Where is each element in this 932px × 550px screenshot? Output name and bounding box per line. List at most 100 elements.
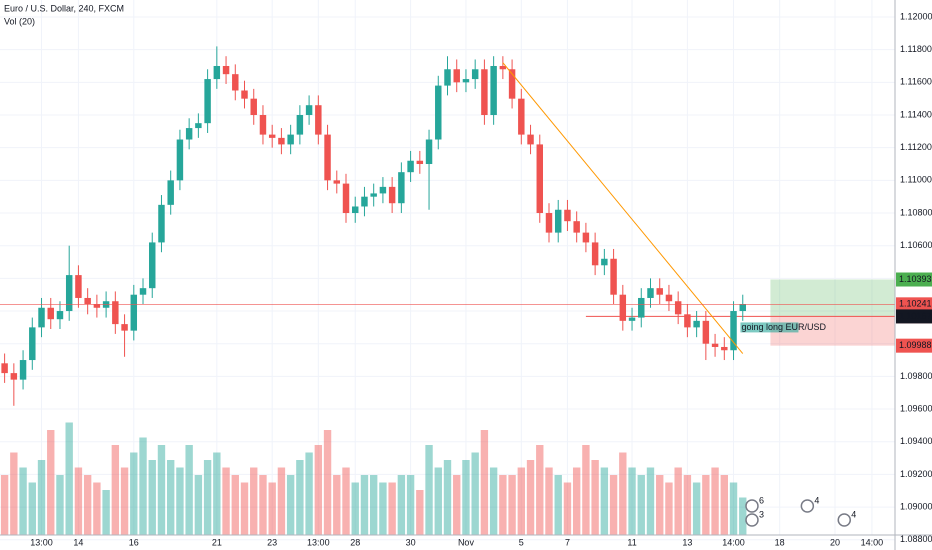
candle-body: [259, 115, 267, 135]
candle-body: [204, 79, 211, 124]
target-price-label-bg: [896, 272, 932, 287]
volume-bar: [314, 445, 323, 535]
volume-bar: [628, 467, 636, 535]
candle-body: [628, 317, 636, 321]
volume-bar: [720, 475, 728, 535]
trendline: [502, 62, 744, 354]
y-tick-label: 1.10600: [900, 240, 932, 250]
candle-body: [176, 139, 184, 181]
last-price-label-bg: [896, 297, 932, 312]
candle-body: [19, 360, 27, 380]
volume-bar: [296, 460, 304, 535]
candle-body: [647, 288, 654, 298]
x-tick-label: 16: [129, 537, 139, 547]
volume-bar: [240, 482, 249, 535]
candle-body: [591, 242, 599, 266]
volume-bar: [425, 445, 433, 535]
volume-bar: [600, 467, 609, 535]
x-tick-label: 13:00: [30, 537, 53, 547]
volume-bar: [508, 475, 516, 535]
x-tick-label: 13: [682, 537, 692, 547]
candle-body: [278, 137, 285, 145]
y-tick-label: 1.09200: [900, 469, 932, 479]
candle-body: [268, 134, 276, 138]
x-tick-label: 14: [73, 537, 83, 547]
volume-bar: [665, 482, 673, 535]
candle-body: [481, 69, 488, 116]
volume-bar: [167, 460, 175, 535]
x-tick-label: 14:00: [861, 537, 884, 547]
candle-body: [352, 206, 359, 214]
position-label-bg: [740, 322, 799, 333]
candle-body: [250, 98, 257, 116]
candle-body: [444, 69, 451, 86]
candle-body: [601, 258, 608, 266]
y-tick-label: 1.09000: [900, 501, 932, 511]
volume-bar: [480, 430, 489, 535]
volume-bar: [10, 452, 18, 535]
volume-bar: [148, 460, 156, 535]
candle-body: [315, 105, 322, 135]
candle-body: [75, 275, 82, 298]
volume-bar: [74, 467, 83, 535]
candle-body: [121, 324, 128, 331]
volume-bar: [37, 460, 46, 535]
volume-bar: [526, 460, 535, 535]
volume-bar: [93, 482, 101, 535]
volume-bar: [499, 475, 507, 535]
volume-bar: [342, 467, 350, 535]
volume-bar: [563, 482, 572, 535]
volume-bar: [536, 445, 544, 535]
volume-bar: [102, 490, 110, 535]
candle-body: [296, 115, 304, 135]
volume-bar: [65, 422, 73, 535]
volume-bar: [739, 497, 747, 535]
y-tick-label: 1.11000: [900, 175, 932, 185]
candle-body: [56, 311, 64, 320]
x-tick-label: 20: [830, 537, 840, 547]
stop-price-label: 1.09988: [899, 340, 932, 350]
candle-body: [379, 186, 387, 194]
candle-body: [407, 160, 414, 173]
candle-body: [536, 144, 543, 214]
volume-bar: [619, 452, 627, 535]
candle-body: [342, 183, 350, 214]
y-tick-label: 1.09400: [900, 436, 932, 446]
candle-body: [305, 105, 313, 116]
volume-bar: [83, 475, 92, 535]
candle-body: [619, 294, 627, 321]
volume-bar: [111, 445, 120, 535]
candle-body: [167, 180, 174, 205]
x-tick-label: 28: [350, 537, 360, 547]
volume-bar: [231, 475, 239, 535]
x-tick-label: 7: [565, 537, 570, 547]
candle-body: [527, 134, 534, 145]
x-tick-label: Nov: [458, 537, 475, 547]
volume-bar: [388, 482, 396, 535]
volume-bar: [213, 452, 221, 535]
volume-bar: [609, 475, 618, 535]
candle-body: [453, 69, 460, 83]
volume-bar: [194, 475, 203, 535]
candle-body: [222, 65, 230, 75]
volume-bar: [434, 467, 442, 535]
candle-body: [195, 123, 202, 129]
volume-bar: [277, 467, 286, 535]
event-icon: [800, 499, 815, 513]
volume-bar: [360, 475, 369, 535]
indicator-label: Vol (20): [4, 16, 35, 26]
y-tick-label: 1.09800: [900, 371, 932, 381]
candle-body: [656, 288, 663, 295]
volume-bar: [286, 475, 295, 535]
last-price-label: 1.10241: [899, 299, 932, 309]
volume-bar: [323, 430, 332, 535]
volume-bar: [646, 467, 655, 535]
y-tick-label: 1.12000: [900, 11, 932, 21]
volume-bar: [591, 460, 599, 535]
candle-body: [158, 204, 165, 243]
candle-body: [610, 258, 617, 295]
volume-bar: [176, 467, 184, 535]
x-tick-label: 5: [519, 537, 524, 547]
event-label: 4: [814, 495, 819, 505]
volume-bar: [545, 467, 553, 535]
